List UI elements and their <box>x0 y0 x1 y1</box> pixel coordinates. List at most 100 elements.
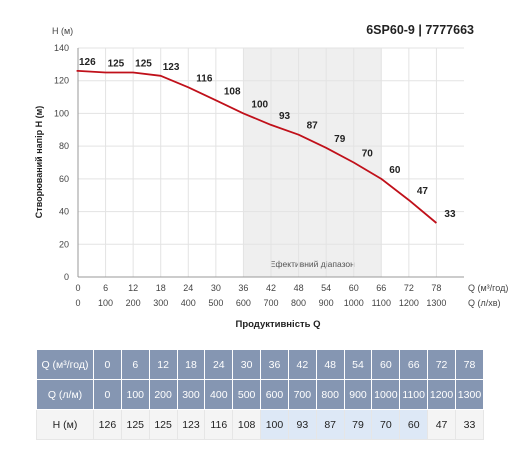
x-tick-label-lmin: 1100 <box>372 298 391 308</box>
table-cell: 87 <box>315 409 345 440</box>
table-cell: 54 <box>343 349 373 380</box>
x-tick-label-m3h: 66 <box>376 283 386 293</box>
x-tick-label-lmin: 1200 <box>399 298 419 308</box>
x-tick-label-m3h: 6 <box>103 283 108 293</box>
x-tick-label-m3h: 60 <box>349 283 359 293</box>
table-cell: 100 <box>120 379 150 410</box>
table-cell: 1300 <box>454 379 485 410</box>
x-tick-label-lmin: 1300 <box>426 298 446 308</box>
table-cell: 93 <box>287 409 317 440</box>
table-row-label: Н (м) <box>36 409 94 440</box>
x-tick-label-m3h: 48 <box>294 283 304 293</box>
table-cell: 79 <box>343 409 373 440</box>
y-axis-unit-label: H (м) <box>52 26 73 36</box>
table-cell: 6 <box>120 349 150 380</box>
y-tick-label: 40 <box>59 207 69 217</box>
table-cell: 1100 <box>399 379 429 410</box>
table-cell: 70 <box>371 409 401 440</box>
table-row: Н (м) 126 125 125 123 116 108 100 93 87 79 70 60 47 33 <box>36 409 485 440</box>
table-cell: 100 <box>260 409 289 440</box>
x-axis-unit-m3h: Q (м³/год) <box>468 283 508 293</box>
x-axis-unit-lmin: Q (л/хв) <box>468 298 501 308</box>
data-label: 126 <box>79 57 96 68</box>
table-cell: 125 <box>148 409 178 440</box>
data-label: 125 <box>108 59 125 70</box>
x-tick-label-m3h: 78 <box>431 283 441 293</box>
table-cell: 900 <box>343 379 373 410</box>
x-tick-label-m3h: 18 <box>156 283 166 293</box>
data-label: 108 <box>224 86 241 97</box>
data-label: 116 <box>196 73 213 84</box>
data-label: 79 <box>334 134 346 145</box>
x-tick-label-m3h: 54 <box>321 283 331 293</box>
data-label: 125 <box>135 59 152 70</box>
table-cell: 0 <box>93 349 122 380</box>
data-label: 123 <box>163 62 180 73</box>
table-cell: 60 <box>371 349 401 380</box>
table-row: Q (м³/год) 0 6 12 18 24 30 36 42 48 54 60 66 72 78 <box>36 349 485 380</box>
table-cell: 800 <box>315 379 345 410</box>
x-tick-label-lmin: 200 <box>126 298 141 308</box>
x-tick-label-m3h: 36 <box>238 283 248 293</box>
data-label: 70 <box>362 149 374 160</box>
table-row-label: Q (м³/год) <box>36 349 94 380</box>
x-tick-label-lmin: 900 <box>319 298 334 308</box>
y-tick-label: 100 <box>54 108 69 118</box>
x-tick-label-lmin: 300 <box>153 298 168 308</box>
table-cell: 72 <box>427 349 456 380</box>
table-cell: 116 <box>204 409 234 440</box>
table-cell: 36 <box>260 349 289 380</box>
data-label: 47 <box>417 186 429 197</box>
x-tick-label-lmin: 800 <box>291 298 306 308</box>
x-tick-label-lmin: 1000 <box>344 298 364 308</box>
data-label: 33 <box>444 209 456 220</box>
table-cell: 1000 <box>371 379 401 410</box>
table-cell: 30 <box>232 349 262 380</box>
data-label: 100 <box>251 99 268 110</box>
table-cell: 400 <box>204 379 234 410</box>
x-tick-label-lmin: 500 <box>208 298 223 308</box>
table-cell: 48 <box>315 349 345 380</box>
x-tick-label-m3h: 0 <box>75 283 80 293</box>
x-tick-label-lmin: 0 <box>75 298 80 308</box>
pump-curve-chart: 6SP60-9 | 7777663 H (м) Створюваний напі… <box>34 23 508 330</box>
table-cell: 24 <box>204 349 234 380</box>
head-curve-line <box>76 70 437 224</box>
table-cell: 700 <box>287 379 317 410</box>
x-tick-label-m3h: 72 <box>404 283 414 293</box>
y-tick-label: 20 <box>59 239 69 249</box>
x-tick-label-m3h: 24 <box>183 283 193 293</box>
table-cell: 33 <box>454 409 485 440</box>
x-tick-label-m3h: 12 <box>128 283 138 293</box>
y-tick-label: 80 <box>59 141 69 151</box>
efficiency-range-band <box>243 48 382 277</box>
table-cell: 108 <box>232 409 262 440</box>
table-cell: 300 <box>176 379 206 410</box>
y-axis-label: Створюваний напір H (м) <box>34 106 44 218</box>
y-tick-label: 0 <box>64 272 69 282</box>
data-label: 87 <box>307 121 319 132</box>
table-cell: 18 <box>176 349 206 380</box>
x-tick-label-lmin: 400 <box>181 298 196 308</box>
table-cell: 78 <box>454 349 485 380</box>
y-tick-label: 140 <box>54 43 69 53</box>
table-row-label: Q (л/м) <box>36 379 94 410</box>
table-cell: 60 <box>399 409 429 440</box>
efficiency-range-label: Ефективний діапазон <box>270 259 355 269</box>
table-cell: 200 <box>148 379 178 410</box>
table-cell: 1200 <box>427 379 456 410</box>
x-tick-label-lmin: 100 <box>98 298 113 308</box>
table-cell: 125 <box>120 409 150 440</box>
x-tick-label-m3h: 30 <box>211 283 221 293</box>
x-axis-label: Продуктивність Q <box>235 319 320 330</box>
x-tick-label-m3h: 42 <box>266 283 276 293</box>
model-title: 6SP60-9 | 7777663 <box>366 23 474 37</box>
table-cell: 66 <box>399 349 429 380</box>
performance-table: Q (м³/год) 0 6 12 18 24 30 36 42 48 54 60 66 72 78 Q (л… <box>36 349 485 440</box>
table-cell: 123 <box>176 409 206 440</box>
y-tick-label: 60 <box>59 174 69 184</box>
table-row: Q (л/м) 0 100 200 300 400 500 600 700 800 900 1000 1… <box>36 379 485 410</box>
table-cell: 47 <box>427 409 456 440</box>
table-cell: 600 <box>260 379 289 410</box>
